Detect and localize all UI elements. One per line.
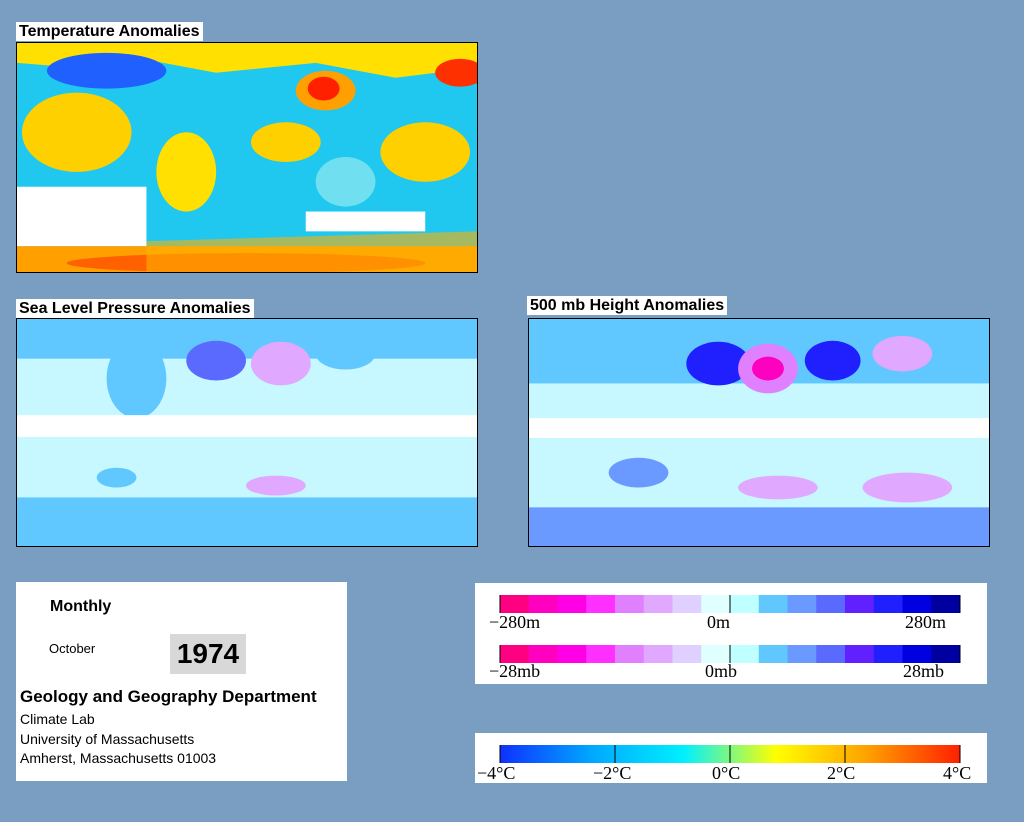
height-title: 500 mb Height Anomalies	[527, 296, 728, 315]
info-box: Monthly October 1974 Geology and Geograp…	[16, 582, 347, 781]
slp-title: Sea Level Pressure Anomalies	[16, 299, 254, 318]
color-swatch	[873, 595, 903, 613]
color-swatch	[845, 645, 875, 663]
color-swatch	[643, 595, 673, 613]
temperature-title: Temperature Anomalies	[16, 22, 203, 41]
color-swatch	[615, 595, 645, 613]
color-swatch	[730, 645, 760, 663]
address-line: Amherst, Massachusetts 01003	[20, 750, 217, 766]
color-swatch	[787, 645, 817, 663]
color-swatch	[730, 595, 760, 613]
color-swatch	[557, 595, 587, 613]
color-swatch	[500, 595, 530, 613]
color-swatch	[528, 595, 558, 613]
color-swatch	[672, 645, 702, 663]
pressure-color-bar	[499, 645, 961, 663]
color-swatch	[758, 595, 788, 613]
color-swatch	[557, 645, 587, 663]
color-swatch	[500, 645, 530, 663]
color-swatch	[586, 645, 616, 663]
temperature-anomaly-map	[16, 42, 478, 273]
color-swatch	[902, 595, 932, 613]
color-swatch	[787, 595, 817, 613]
temperature-legend: −4°C −2°C 0°C 2°C 4°C	[475, 733, 987, 783]
slp-anomaly-map	[16, 318, 478, 547]
color-swatch	[816, 595, 846, 613]
color-swatch	[586, 595, 616, 613]
pressure-label-max: 28mb	[903, 661, 944, 681]
pressure-label-min: −28mb	[489, 661, 540, 681]
frequency-label: Monthly	[50, 598, 112, 615]
color-swatch	[701, 595, 731, 613]
color-swatch	[902, 645, 932, 663]
color-swatch	[931, 645, 961, 663]
pressure-label-mid: 0mb	[705, 661, 737, 681]
color-swatch	[615, 645, 645, 663]
color-swatch	[873, 645, 903, 663]
color-swatch	[643, 645, 673, 663]
address-line: University of Massachusetts	[20, 731, 195, 747]
height-anomaly-map	[528, 318, 990, 547]
address-line: Climate Lab	[20, 711, 95, 727]
temperature-label: −4°C	[477, 763, 515, 783]
height-pressure-legend: −280m 0m 280m −28mb 0mb 28mb	[475, 583, 987, 684]
color-swatch	[672, 595, 702, 613]
month-label: October	[49, 641, 96, 656]
color-swatch	[701, 645, 731, 663]
height-label-min: −280m	[489, 612, 540, 632]
height-label-mid: 0m	[707, 612, 730, 632]
temperature-label: 2°C	[827, 763, 855, 783]
department-label: Geology and Geography Department	[20, 687, 317, 706]
color-swatch	[528, 645, 558, 663]
temperature-label: 0°C	[712, 763, 740, 783]
color-swatch	[816, 645, 846, 663]
color-swatch	[758, 645, 788, 663]
temperature-label: −2°C	[593, 763, 631, 783]
color-swatch	[845, 595, 875, 613]
color-swatch	[931, 595, 961, 613]
year-label: 1974	[170, 634, 246, 674]
height-label-max: 280m	[905, 612, 946, 632]
temperature-label: 4°C	[943, 763, 971, 783]
height-color-bar	[499, 595, 961, 613]
